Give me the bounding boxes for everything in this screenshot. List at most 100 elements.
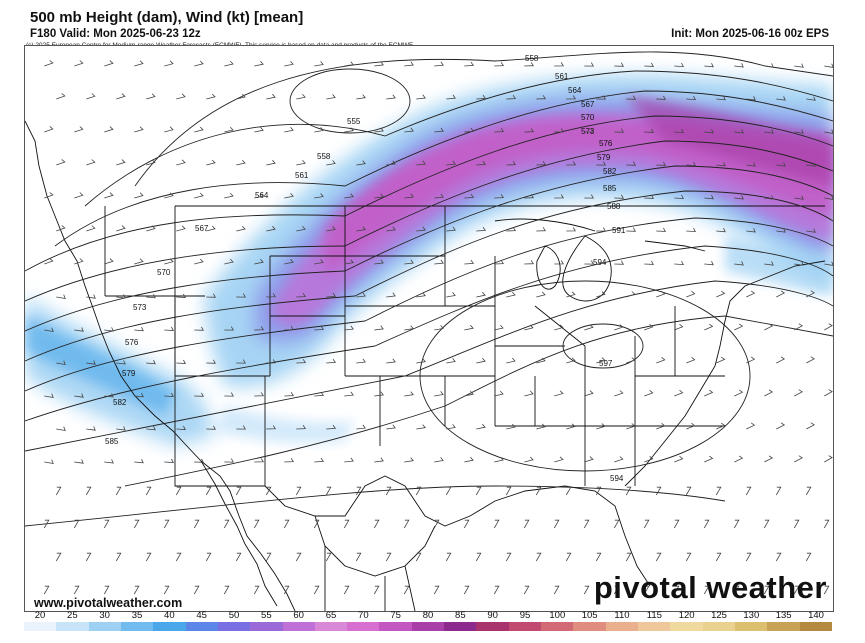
wind-barb <box>386 424 396 430</box>
wind-barb <box>584 128 594 133</box>
wind-barb <box>764 63 774 68</box>
colorbar-swatch <box>799 622 832 631</box>
colorbar-swatch <box>314 622 348 631</box>
wind-barb <box>193 519 200 529</box>
wind-barb <box>223 585 230 595</box>
wind-barb <box>674 455 684 463</box>
wind-barb <box>655 486 662 496</box>
site-url[interactable]: www.pivotalweather.com <box>34 596 183 610</box>
wind-barb <box>524 260 535 265</box>
wind-barb <box>194 392 204 397</box>
wind-barb <box>584 62 594 67</box>
colorbar-swatch <box>411 622 445 631</box>
wind-barb <box>626 357 636 364</box>
colorbar-swatch <box>250 622 283 631</box>
wind-barb <box>614 260 624 265</box>
wind-barb <box>284 259 294 265</box>
wind-barb <box>74 459 84 464</box>
wind-barb <box>194 192 204 199</box>
colorbar-swatch <box>767 622 800 631</box>
wind-barb <box>134 393 144 398</box>
wind-barb <box>313 585 320 595</box>
contour-label: 567 <box>581 100 595 109</box>
wind-barb <box>823 519 830 529</box>
wind-barb <box>224 458 234 463</box>
wind-barb <box>656 422 666 430</box>
contour-label: 567 <box>195 224 209 233</box>
wind-barb <box>283 519 290 529</box>
contour-label: 597 <box>599 359 613 368</box>
wind-barb <box>476 226 487 232</box>
wind-barb <box>194 458 204 463</box>
wind-speed-colorbar <box>24 622 832 631</box>
wind-barb <box>716 96 726 101</box>
wind-barb <box>506 226 517 232</box>
wind-barb <box>236 425 246 430</box>
colorbar-swatch <box>88 622 121 631</box>
wind-barb <box>56 159 66 166</box>
contour-label: 561 <box>295 171 309 180</box>
wind-barb <box>446 358 456 364</box>
wind-barb <box>566 291 576 298</box>
wind-barb <box>205 486 212 496</box>
wind-barb <box>44 192 54 199</box>
wind-barb <box>674 389 684 397</box>
wind-barb <box>206 293 216 298</box>
wind-barb <box>656 290 666 298</box>
wind-barb <box>374 61 384 67</box>
wind-barb <box>326 424 337 430</box>
wind-barb <box>596 291 606 298</box>
contour-label: 576 <box>125 338 139 347</box>
wind-barb <box>296 358 307 364</box>
wind-barb <box>386 94 396 100</box>
wind-barb <box>74 258 84 265</box>
contour-label: 561 <box>555 72 569 81</box>
wind-barb <box>686 161 696 167</box>
wind-barb <box>494 193 505 199</box>
wind-barb <box>43 519 50 529</box>
wind-barb <box>386 226 396 232</box>
wind-barb <box>584 194 594 199</box>
wind-barb <box>715 552 722 562</box>
wind-barb <box>686 422 696 430</box>
wind-barb <box>374 325 384 331</box>
map-title: 500 mb Height (dam), Wind (kt) [mean] <box>30 9 304 26</box>
contour-label: 582 <box>113 398 127 407</box>
wind-barb <box>746 228 756 233</box>
wind-barb <box>746 162 756 167</box>
colorbar-swatch <box>541 622 574 631</box>
wind-barb <box>236 359 246 364</box>
wind-barb <box>296 94 306 100</box>
wind-barb <box>704 63 714 68</box>
contour-label: 582 <box>603 167 617 176</box>
wind-barb <box>73 519 80 529</box>
wind-barb <box>823 585 830 595</box>
contour-label: 594 <box>593 258 607 267</box>
colorbar-swatch <box>670 622 703 631</box>
wind-barb <box>613 519 620 529</box>
wind-barb <box>806 422 816 430</box>
wind-barb <box>374 457 384 463</box>
wind-barb <box>416 94 426 100</box>
wind-barb <box>626 423 636 430</box>
wind-barb <box>554 390 564 397</box>
wind-barb <box>284 325 295 331</box>
wind-barb <box>314 325 325 331</box>
wind-barb <box>146 93 156 100</box>
wind-barb <box>206 93 216 100</box>
wind-barb <box>524 456 534 463</box>
wind-barb <box>326 226 336 232</box>
wind-barb <box>584 390 594 397</box>
wind-barb <box>296 424 307 430</box>
wind-barb <box>206 359 216 364</box>
wind-barb <box>494 61 505 67</box>
height-contours <box>25 51 833 527</box>
wind-barb <box>536 357 546 364</box>
wind-barb <box>554 62 565 67</box>
wind-barb <box>626 161 636 166</box>
wind-barb <box>164 126 174 133</box>
wind-barb <box>175 552 182 562</box>
colorbar-label: 35 <box>131 610 143 621</box>
wind-barb <box>284 127 294 133</box>
colorbar-label: 50 <box>228 610 240 621</box>
